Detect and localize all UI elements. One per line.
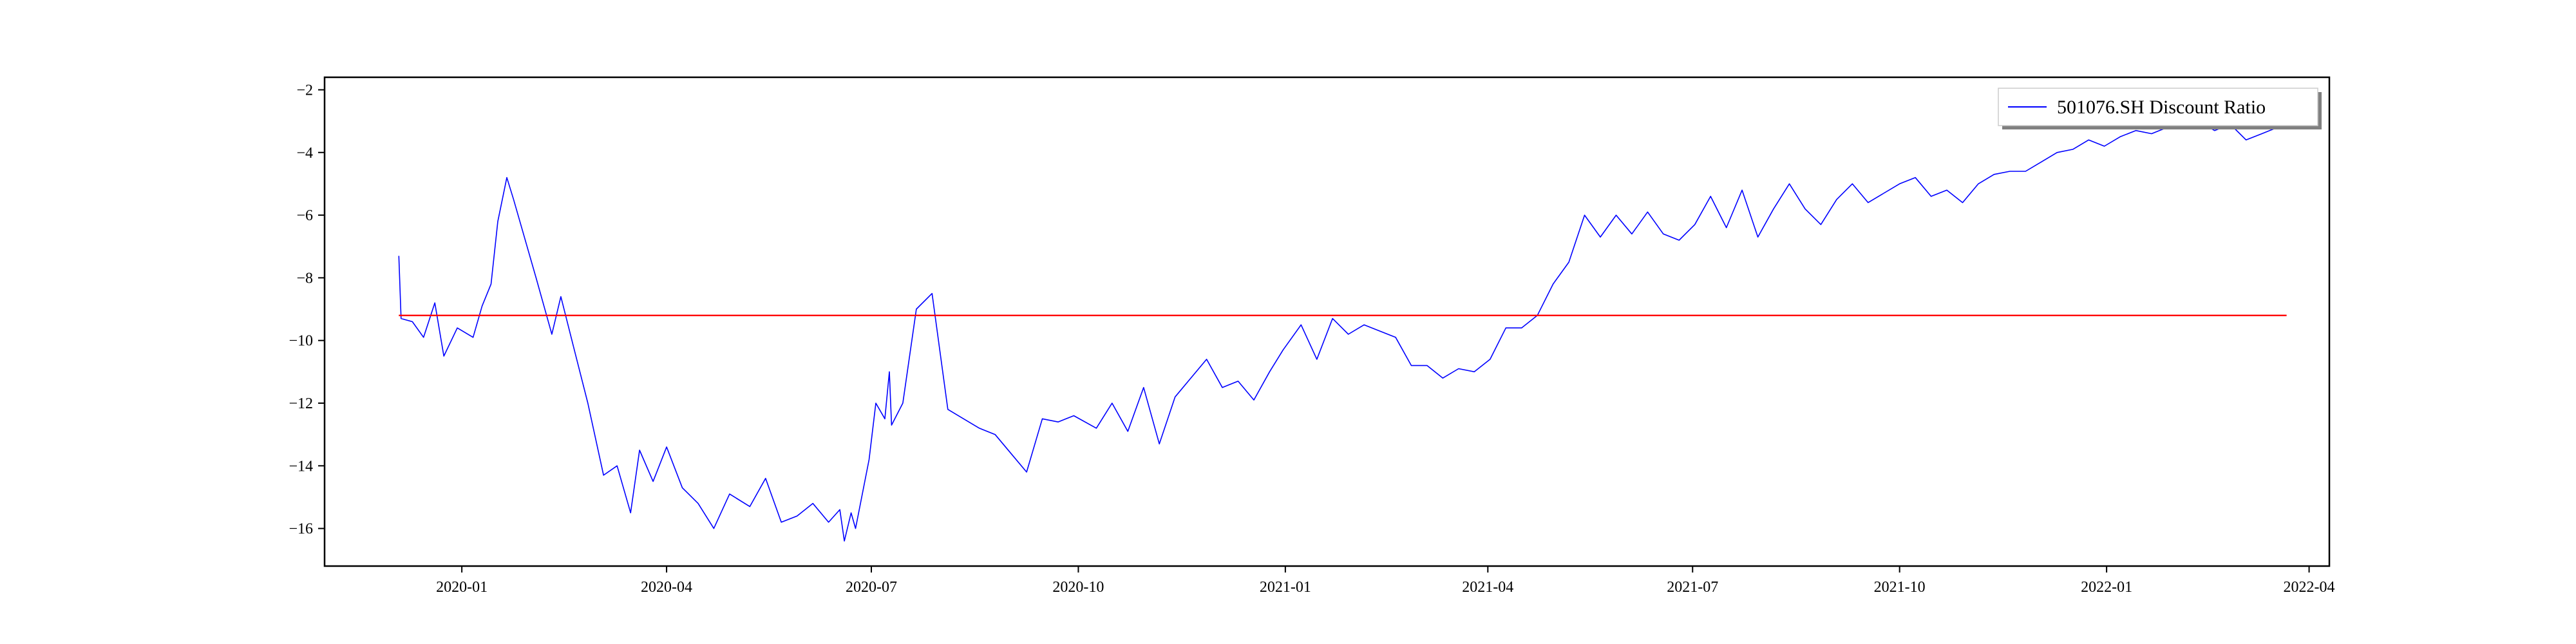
legend-box <box>1998 88 2318 126</box>
legend: 501076.SH Discount Ratio <box>1998 88 2322 129</box>
y-tick-label: −8 <box>296 270 313 287</box>
y-tick-label: −16 <box>289 521 313 538</box>
discount-ratio-line <box>398 120 2278 542</box>
legend-label: 501076.SH Discount Ratio <box>2057 97 2266 118</box>
y-tick-label: −12 <box>289 395 313 412</box>
x-axis: 2020-01 2020-04 2020-07 2020-10 2021-01 2021-… <box>436 566 2335 596</box>
x-tick-label: 2020-10 <box>1052 579 1104 596</box>
x-tick-label: 2021-10 <box>1874 579 1926 596</box>
x-tick-label: 2020-01 <box>436 579 488 596</box>
x-tick-label: 2022-04 <box>2284 579 2335 596</box>
x-tick-label: 2021-07 <box>1667 579 1718 596</box>
y-tick-label: −4 <box>296 145 313 162</box>
x-tick-label: 2020-07 <box>846 579 897 596</box>
x-tick-label: 2020-04 <box>641 579 692 596</box>
y-tick-label: −14 <box>289 458 313 475</box>
series-layer <box>398 120 2287 542</box>
y-axis: −2 −4 −6 −8 −10 −12 −14 −16 <box>289 82 325 538</box>
plot-frame <box>323 76 2331 567</box>
y-tick-label: −6 <box>296 207 313 224</box>
x-tick-label: 2021-04 <box>1462 579 1513 596</box>
y-tick-label: −2 <box>296 82 313 99</box>
y-tick-label: −10 <box>289 333 313 350</box>
x-tick-label: 2022-01 <box>2081 579 2132 596</box>
x-tick-label: 2021-01 <box>1260 579 1311 596</box>
